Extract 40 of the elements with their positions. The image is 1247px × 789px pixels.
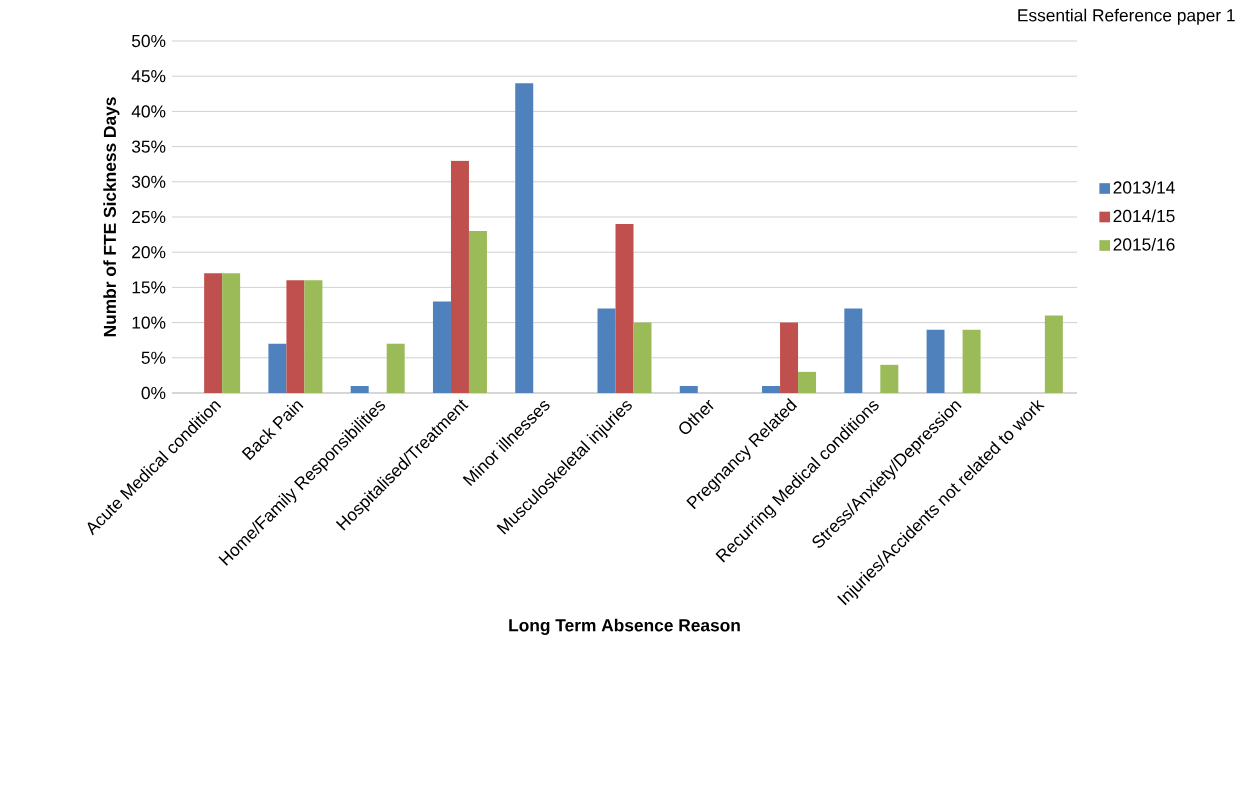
y-axis-title: Numbr of FTE Sickness Days [103, 97, 120, 337]
bar [679, 385, 698, 393]
legend-label: 2014/15 [1113, 209, 1175, 223]
bar [1044, 315, 1063, 393]
bar [286, 280, 305, 393]
y-tick-label: 15% [132, 281, 166, 294]
bar [515, 83, 534, 393]
y-tick-label: 40% [131, 105, 166, 118]
y-tick-label: 20% [132, 246, 166, 259]
bar [304, 280, 323, 393]
y-tick-label: 35% [131, 140, 166, 153]
y-tick-label: 30% [131, 175, 166, 188]
bar [962, 329, 981, 393]
x-axis-title: Long Term Absence Reason [509, 618, 740, 635]
bar [597, 308, 616, 393]
y-tick-label: 25% [132, 210, 166, 224]
bar [926, 329, 945, 393]
bar [268, 343, 287, 393]
bar [798, 371, 817, 393]
bar [432, 301, 451, 393]
y-tick-label: 45% [131, 70, 166, 83]
bar [780, 322, 799, 393]
bar [350, 385, 369, 393]
text: Essential Reference paper 1 [1018, 8, 1235, 25]
bar [880, 364, 899, 393]
bar [844, 308, 863, 393]
bar [468, 231, 487, 393]
bar [450, 160, 469, 393]
bar [222, 273, 241, 393]
bar [633, 322, 652, 393]
y-tick-label: 5% [141, 351, 166, 364]
bar [204, 273, 223, 393]
legend-label: 2015/16 [1113, 237, 1175, 251]
bar [386, 343, 405, 393]
y-tick-label: 0% [141, 386, 166, 400]
legend-label: 2013/14 [1113, 180, 1175, 194]
bar [762, 385, 781, 393]
bar [615, 224, 634, 393]
y-tick-label: 10% [132, 316, 166, 329]
y-tick-label: 50% [131, 34, 166, 48]
